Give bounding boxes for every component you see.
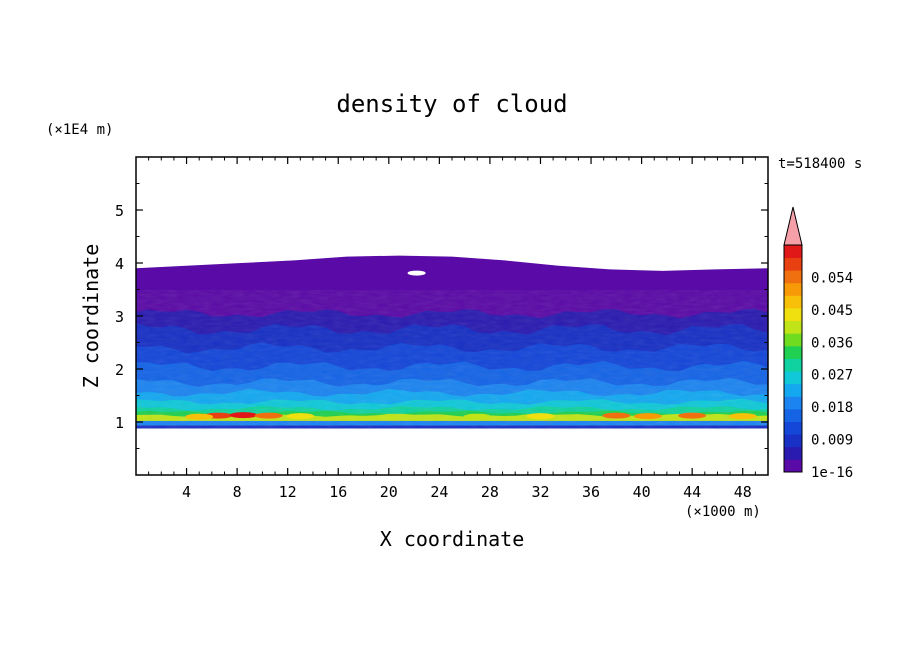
colorbar: 1e-16 0.009 0.018 0.027 0.036 0.045 0.054 xyxy=(783,206,853,481)
plot-field xyxy=(136,255,768,430)
density-spot xyxy=(678,412,707,419)
x-tick-label: 40 xyxy=(633,483,651,501)
x-axis-label: X coordinate xyxy=(380,527,525,551)
cloud-gap xyxy=(407,270,426,276)
density-spot xyxy=(229,412,258,419)
y-tick-label: 2 xyxy=(115,361,124,379)
colorbar-segment xyxy=(784,282,802,296)
colorbar-frame xyxy=(783,244,803,473)
colorbar-segment xyxy=(784,371,802,385)
colorbar-segment xyxy=(784,320,802,334)
x-tick-label: 44 xyxy=(683,483,701,501)
colorbar-segment xyxy=(784,434,802,448)
colorbar-segment xyxy=(784,421,802,435)
x-tick-label: 16 xyxy=(329,483,347,501)
x-tick-label: 28 xyxy=(481,483,499,501)
colorbar-tick-label: 0.009 xyxy=(811,433,853,449)
x-tick-label: 4 xyxy=(182,483,191,501)
colorbar-segment xyxy=(784,295,802,309)
x-tick-label: 36 xyxy=(582,483,600,501)
colorbar-tick-label: 1e-16 xyxy=(811,465,853,481)
colorbar-segment xyxy=(784,358,802,372)
density-spot xyxy=(185,413,214,420)
colorbar-segment xyxy=(784,383,802,397)
colorbar-tick-label: 0.027 xyxy=(811,368,853,384)
time-label: t=518400 s xyxy=(778,156,862,172)
colorbar-segment xyxy=(784,345,802,359)
x-axis: 4 8 12 16 20 24 28 32 36 40 44 48 xyxy=(148,157,756,501)
colorbar-tick-label: 0.054 xyxy=(811,270,853,286)
colorbar-segment xyxy=(784,308,802,322)
texture-overlay xyxy=(136,290,768,430)
colorbar-tick-label: 0.045 xyxy=(811,303,853,319)
x-tick-label: 8 xyxy=(233,483,242,501)
colorbar-segment xyxy=(784,408,802,422)
x-tick-label: 12 xyxy=(279,483,297,501)
x-unit-label: (×1000 m) xyxy=(685,504,761,520)
y-axis-label: Z coordinate xyxy=(79,244,103,389)
density-spot xyxy=(728,413,757,420)
y-tick-label: 1 xyxy=(115,414,124,432)
colorbar-segment xyxy=(784,459,802,473)
colorbar-segment xyxy=(784,333,802,347)
colorbar-segment xyxy=(784,396,802,410)
density-spot xyxy=(526,413,555,420)
colorbar-extend-arrow xyxy=(783,206,803,246)
x-tick-label: 24 xyxy=(430,483,448,501)
x-tick-label: 48 xyxy=(734,483,752,501)
y-tick-label: 4 xyxy=(115,255,124,273)
y-tick-label: 5 xyxy=(115,202,124,220)
density-spot xyxy=(254,412,283,419)
y-unit-label: (×1E4 m) xyxy=(46,122,113,138)
colorbar-segment xyxy=(784,257,802,271)
colorbar-segment xyxy=(784,446,802,460)
y-axis: 1 2 3 4 5 xyxy=(115,183,768,449)
density-spot xyxy=(633,413,662,420)
colorbar-segment xyxy=(784,245,802,259)
density-spot xyxy=(463,413,492,420)
y-tick-label: 3 xyxy=(115,308,124,326)
colorbar-tick-label: 0.036 xyxy=(811,335,853,351)
density-spot xyxy=(602,412,631,419)
colorbar-tick-label: 0.018 xyxy=(811,400,853,416)
x-tick-label: 20 xyxy=(380,483,398,501)
density-spot xyxy=(286,413,315,420)
colorbar-segment xyxy=(784,270,802,284)
chart-title: density of cloud xyxy=(336,90,567,118)
x-tick-label: 32 xyxy=(531,483,549,501)
